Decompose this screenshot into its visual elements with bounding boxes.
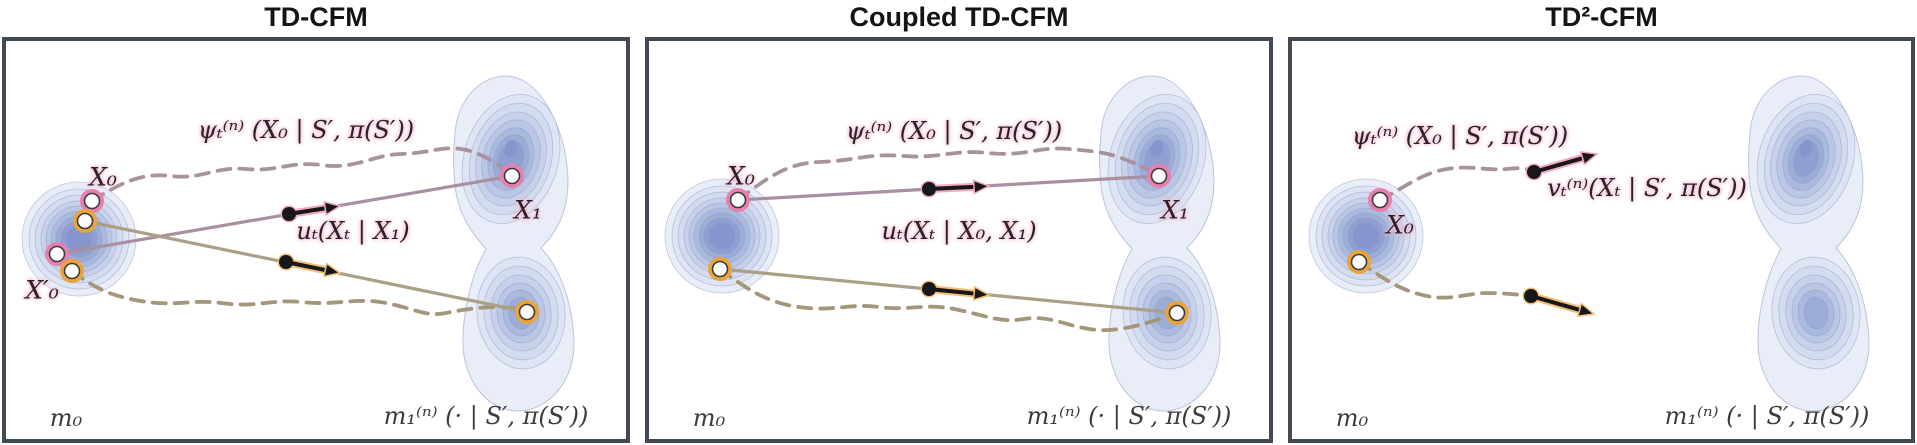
target-distribution-m1 xyxy=(1092,75,1222,412)
target-point-orange xyxy=(515,300,539,324)
sample-point-x0 xyxy=(1368,188,1392,212)
target-point-x1 xyxy=(500,164,524,188)
x0-label: X₀ xyxy=(89,162,117,192)
panel-td-cfm: ψₜ⁽ⁿ⁾ (X₀ | S′, π(S′)) uₜ(Xₜ | X₁) X₀ X′… xyxy=(2,37,630,443)
target-point-x1 xyxy=(1147,164,1171,188)
panel-title-coupled-td-cfm: Coupled TD-CFM xyxy=(849,2,1069,32)
dashed-trajectory-tan xyxy=(718,267,1179,332)
velocity-field-label: uₜ(Xₜ | X₀, X₁) xyxy=(881,217,1037,245)
sample-point-orange-b xyxy=(60,259,84,283)
psi-flow-map-label: ψₜ⁽ⁿ⁾ (X₀ | S′, π(S′)) xyxy=(1351,122,1569,150)
x0-label: X₀ xyxy=(1386,210,1414,240)
x1-label: X₁ xyxy=(514,195,542,225)
panel-coupled-td-cfm-scene xyxy=(664,75,1222,412)
velocity-arrow-pink xyxy=(1525,151,1599,181)
x0-label: X₀ xyxy=(727,161,755,191)
m1-label: m₁⁽ⁿ⁾ (· | S′, π(S′)) xyxy=(383,402,589,430)
velocity-arrow-pink xyxy=(920,179,991,198)
psi-flow-map-label: ψₜ⁽ⁿ⁾ (X₀ | S′, π(S′)) xyxy=(197,116,415,144)
psi-flow-map-label: ψₜ⁽ⁿ⁾ (X₀ | S′, π(S′)) xyxy=(845,117,1063,145)
m0-label: m₀ xyxy=(49,404,83,432)
m1-label: m₁⁽ⁿ⁾ (· | S′, π(S′)) xyxy=(1664,402,1870,430)
panel-title-td-cfm: TD-CFM xyxy=(264,2,368,32)
panel-td2-cfm: ψₜ⁽ⁿ⁾ (X₀ | S′, π(S′)) vₜ⁽ⁿ⁾(Xₜ | S′, π(… xyxy=(1288,37,1915,443)
sample-point-x0-prime xyxy=(45,242,69,266)
sample-point-orange xyxy=(708,257,732,281)
velocity-field-label: uₜ(Xₜ | X₁) xyxy=(296,217,410,245)
velocity-arrow-tan xyxy=(277,253,342,278)
target-distribution-m1 xyxy=(1741,75,1871,412)
m0-label: m₀ xyxy=(1335,404,1369,432)
x0-prime-label: X′₀ xyxy=(25,275,59,305)
learned-velocity-label: vₜ⁽ⁿ⁾(Xₜ | S′, π(S′)) xyxy=(1547,174,1747,202)
x1-label: X₁ xyxy=(1161,195,1189,225)
dashed-trajectory-tan xyxy=(70,269,529,316)
target-distribution-m1 xyxy=(446,75,576,412)
m0-label: m₀ xyxy=(692,404,726,432)
panel-td2-cfm-scene xyxy=(1308,75,1871,412)
target-point-orange xyxy=(1165,301,1189,325)
m1-label: m₁⁽ⁿ⁾ (· | S′, π(S′)) xyxy=(1026,402,1232,430)
panel-coupled-td-cfm: ψₜ⁽ⁿ⁾ (X₀ | S′, π(S′)) uₜ(Xₜ | X₀, X₁) X… xyxy=(645,37,1273,443)
velocity-arrow-pink xyxy=(280,200,342,223)
panel-title-td2-cfm: TD²-CFM xyxy=(1545,2,1658,32)
panel-td-cfm-scene xyxy=(21,75,576,412)
sample-point-x0 xyxy=(726,188,750,212)
dashed-trajectory-pink xyxy=(736,146,1161,202)
dashed-trajectory-pink xyxy=(90,146,514,203)
dashed-trajectory-pink xyxy=(1378,165,1536,202)
velocity-arrow-tan xyxy=(1522,287,1596,317)
sample-point-x0 xyxy=(80,189,104,213)
sample-point-orange xyxy=(1347,250,1371,274)
velocity-arrow-tan xyxy=(920,280,991,302)
sample-point-orange-a xyxy=(73,209,97,233)
dashed-trajectory-tan xyxy=(1357,260,1533,300)
